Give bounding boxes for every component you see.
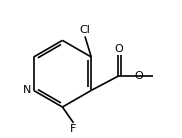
Text: F: F (70, 124, 77, 135)
Text: Cl: Cl (80, 25, 90, 35)
Text: N: N (23, 85, 32, 95)
Text: O: O (134, 71, 143, 81)
Text: O: O (114, 44, 123, 54)
